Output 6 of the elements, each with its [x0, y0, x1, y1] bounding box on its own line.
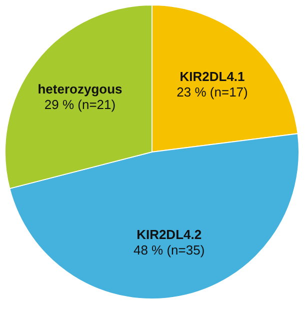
slice-label: KIR2DL4.2 [136, 226, 202, 242]
slice-label: KIR2DL4.1 [180, 69, 245, 84]
data-label: 29 % (n=21) [44, 97, 116, 112]
data-label: 48 % (n=35) [133, 242, 205, 258]
data-label: 23 % (n=17) [176, 84, 248, 100]
slice-label: heterozygous [38, 82, 122, 97]
